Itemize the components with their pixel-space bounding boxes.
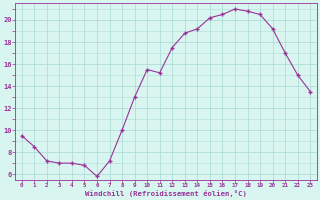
X-axis label: Windchill (Refroidissement éolien,°C): Windchill (Refroidissement éolien,°C) [85,190,247,197]
